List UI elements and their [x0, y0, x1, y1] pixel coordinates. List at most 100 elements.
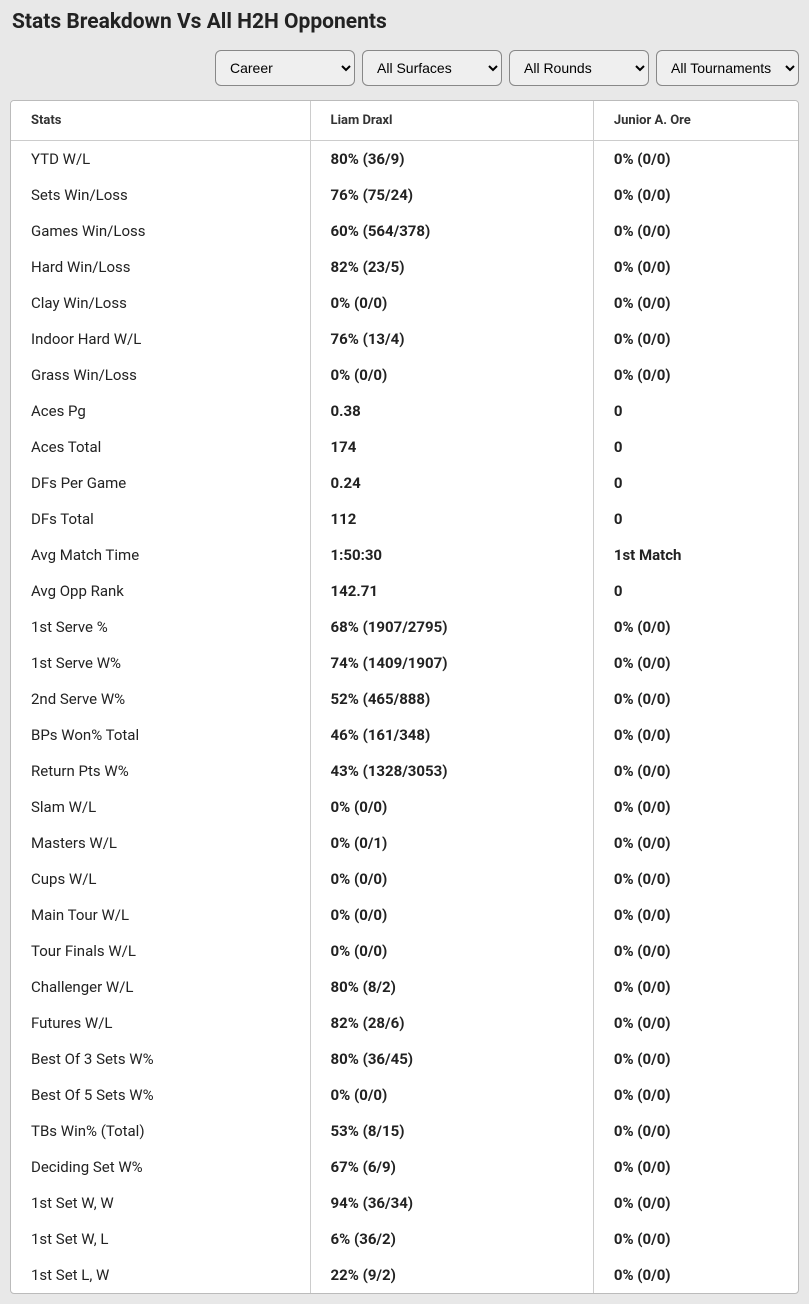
table-row: 1st Serve %68% (1907/2795)0% (0/0)	[11, 609, 798, 645]
stat-player1-value: 0% (0/0)	[310, 357, 593, 393]
stat-player2-value: 0	[593, 501, 798, 537]
table-row: 1st Serve W%74% (1409/1907)0% (0/0)	[11, 645, 798, 681]
stat-player2-value: 0% (0/0)	[593, 681, 798, 717]
stat-player1-value: 74% (1409/1907)	[310, 645, 593, 681]
stat-player1-value: 52% (465/888)	[310, 681, 593, 717]
header-stats: Stats	[11, 101, 310, 141]
stats-table-container: Stats Liam Draxl Junior A. Ore YTD W/L80…	[10, 100, 799, 1294]
table-row: Aces Pg0.380	[11, 393, 798, 429]
stat-label: 1st Set L, W	[11, 1257, 310, 1293]
stat-player1-value: 82% (23/5)	[310, 249, 593, 285]
stat-player1-value: 76% (75/24)	[310, 177, 593, 213]
stat-player1-value: 0% (0/0)	[310, 789, 593, 825]
table-row: Futures W/L82% (28/6)0% (0/0)	[11, 1005, 798, 1041]
table-row: 2nd Serve W%52% (465/888)0% (0/0)	[11, 681, 798, 717]
stat-label: Avg Match Time	[11, 537, 310, 573]
stat-label: Best Of 5 Sets W%	[11, 1077, 310, 1113]
stat-label: 1st Serve %	[11, 609, 310, 645]
stat-player2-value: 0% (0/0)	[593, 1221, 798, 1257]
stat-player2-value: 1st Match	[593, 537, 798, 573]
stat-label: Return Pts W%	[11, 753, 310, 789]
table-row: Indoor Hard W/L76% (13/4)0% (0/0)	[11, 321, 798, 357]
filter-surface[interactable]: All Surfaces	[362, 50, 502, 86]
filter-tournament[interactable]: All Tournaments	[656, 50, 799, 86]
stat-player2-value: 0% (0/0)	[593, 933, 798, 969]
stat-label: Deciding Set W%	[11, 1149, 310, 1185]
table-row: Return Pts W%43% (1328/3053)0% (0/0)	[11, 753, 798, 789]
table-row: Sets Win/Loss76% (75/24)0% (0/0)	[11, 177, 798, 213]
stat-player2-value: 0% (0/0)	[593, 645, 798, 681]
stat-player1-value: 76% (13/4)	[310, 321, 593, 357]
stat-player2-value: 0% (0/0)	[593, 1077, 798, 1113]
filter-round[interactable]: All Rounds	[509, 50, 649, 86]
stat-label: TBs Win% (Total)	[11, 1113, 310, 1149]
stat-player2-value: 0% (0/0)	[593, 1113, 798, 1149]
header-player2: Junior A. Ore	[593, 101, 798, 141]
stat-label: DFs Per Game	[11, 465, 310, 501]
stat-label: Hard Win/Loss	[11, 249, 310, 285]
table-row: Slam W/L0% (0/0)0% (0/0)	[11, 789, 798, 825]
stat-player2-value: 0% (0/0)	[593, 141, 798, 178]
table-row: Cups W/L0% (0/0)0% (0/0)	[11, 861, 798, 897]
stat-player2-value: 0% (0/0)	[593, 969, 798, 1005]
stat-label: Slam W/L	[11, 789, 310, 825]
stat-label: Avg Opp Rank	[11, 573, 310, 609]
stat-player2-value: 0% (0/0)	[593, 1149, 798, 1185]
table-row: 1st Set L, W22% (9/2)0% (0/0)	[11, 1257, 798, 1293]
page-title: Stats Breakdown Vs All H2H Opponents	[10, 10, 799, 34]
stat-label: Best Of 3 Sets W%	[11, 1041, 310, 1077]
stat-player1-value: 43% (1328/3053)	[310, 753, 593, 789]
stat-player1-value: 0% (0/1)	[310, 825, 593, 861]
stat-player1-value: 0% (0/0)	[310, 933, 593, 969]
filter-period[interactable]: Career	[215, 50, 355, 86]
stat-label: Grass Win/Loss	[11, 357, 310, 393]
table-row: 1st Set W, L6% (36/2)0% (0/0)	[11, 1221, 798, 1257]
stat-player2-value: 0% (0/0)	[593, 357, 798, 393]
stat-player2-value: 0% (0/0)	[593, 1005, 798, 1041]
stat-label: Challenger W/L	[11, 969, 310, 1005]
stat-label: DFs Total	[11, 501, 310, 537]
table-row: Challenger W/L80% (8/2)0% (0/0)	[11, 969, 798, 1005]
table-row: Tour Finals W/L0% (0/0)0% (0/0)	[11, 933, 798, 969]
stat-player2-value: 0% (0/0)	[593, 213, 798, 249]
stat-player1-value: 0.38	[310, 393, 593, 429]
stat-player2-value: 0% (0/0)	[593, 1185, 798, 1221]
stat-player1-value: 67% (6/9)	[310, 1149, 593, 1185]
stat-player2-value: 0% (0/0)	[593, 897, 798, 933]
table-row: Masters W/L0% (0/1)0% (0/0)	[11, 825, 798, 861]
table-row: Best Of 3 Sets W%80% (36/45)0% (0/0)	[11, 1041, 798, 1077]
table-row: Avg Match Time1:50:301st Match	[11, 537, 798, 573]
stat-player1-value: 0% (0/0)	[310, 861, 593, 897]
stat-player1-value: 0% (0/0)	[310, 285, 593, 321]
stat-label: Masters W/L	[11, 825, 310, 861]
stat-player1-value: 60% (564/378)	[310, 213, 593, 249]
stat-label: Clay Win/Loss	[11, 285, 310, 321]
table-row: TBs Win% (Total)53% (8/15)0% (0/0)	[11, 1113, 798, 1149]
stat-player2-value: 0	[593, 573, 798, 609]
stat-label: YTD W/L	[11, 141, 310, 178]
table-row: BPs Won% Total46% (161/348)0% (0/0)	[11, 717, 798, 753]
stat-label: Main Tour W/L	[11, 897, 310, 933]
stat-label: Tour Finals W/L	[11, 933, 310, 969]
stats-table: Stats Liam Draxl Junior A. Ore YTD W/L80…	[11, 101, 798, 1293]
table-row: Hard Win/Loss82% (23/5)0% (0/0)	[11, 249, 798, 285]
table-row: 1st Set W, W94% (36/34)0% (0/0)	[11, 1185, 798, 1221]
stat-player2-value: 0% (0/0)	[593, 861, 798, 897]
stat-player1-value: 112	[310, 501, 593, 537]
stat-player2-value: 0% (0/0)	[593, 825, 798, 861]
stat-player1-value: 53% (8/15)	[310, 1113, 593, 1149]
stat-player1-value: 0% (0/0)	[310, 897, 593, 933]
table-row: Games Win/Loss60% (564/378)0% (0/0)	[11, 213, 798, 249]
stat-player1-value: 94% (36/34)	[310, 1185, 593, 1221]
stat-player1-value: 0.24	[310, 465, 593, 501]
stat-player1-value: 0% (0/0)	[310, 1077, 593, 1113]
stat-player2-value: 0% (0/0)	[593, 753, 798, 789]
stat-player2-value: 0% (0/0)	[593, 1257, 798, 1293]
stat-player2-value: 0% (0/0)	[593, 249, 798, 285]
table-row: Grass Win/Loss0% (0/0)0% (0/0)	[11, 357, 798, 393]
stat-player1-value: 82% (28/6)	[310, 1005, 593, 1041]
stat-player2-value: 0% (0/0)	[593, 717, 798, 753]
table-row: Avg Opp Rank142.710	[11, 573, 798, 609]
stat-label: 1st Set W, W	[11, 1185, 310, 1221]
stat-label: Aces Pg	[11, 393, 310, 429]
